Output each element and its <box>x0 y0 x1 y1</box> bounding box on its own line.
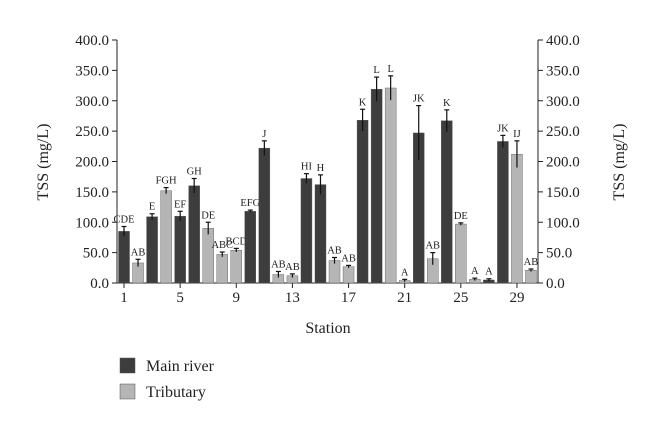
significance-label: FGH <box>156 176 177 187</box>
bar-station-10 <box>244 211 257 284</box>
significance-label: AB <box>524 257 539 268</box>
bar-station-14 <box>300 178 313 284</box>
significance-label: AB <box>285 262 300 273</box>
x-tick-label: 9 <box>233 290 241 306</box>
bar-station-20 <box>384 87 397 284</box>
bar-station-15 <box>314 184 327 284</box>
bar-station-29 <box>511 154 523 284</box>
legend: Main river Tributary <box>119 357 215 401</box>
bar-station-17 <box>342 266 355 284</box>
x-tick-label: 25 <box>453 290 468 306</box>
y-tick-label-right: 50.0 <box>546 246 572 262</box>
y-tick-label-left: 50.0 <box>83 246 109 262</box>
significance-label: E <box>149 202 155 213</box>
y-tick-label-right: 200.0 <box>546 155 580 171</box>
y-tick-label-left: 350.0 <box>75 63 109 79</box>
significance-label: AB <box>131 247 146 258</box>
bar-station-19 <box>370 89 383 284</box>
y-axis-title-left: TSS (mg/L) <box>35 124 52 201</box>
x-tick-label: 1 <box>120 290 128 306</box>
significance-label: A <box>471 266 479 277</box>
bar-station-11 <box>258 147 271 284</box>
significance-label: GH <box>187 167 203 178</box>
significance-label: AB <box>425 241 440 252</box>
significance-label: EF <box>174 199 186 210</box>
bar-station-16 <box>328 260 341 284</box>
x-tick-label: 13 <box>285 290 300 306</box>
bar-station-9 <box>230 249 242 284</box>
y-tick-label-left: 0.0 <box>90 276 109 292</box>
y-tick-label-right: 300.0 <box>546 94 580 110</box>
significance-label: AB <box>327 245 342 256</box>
y-tick-label-left: 300.0 <box>75 94 109 110</box>
significance-label: JK <box>497 123 509 134</box>
y-tick-label-left: 150.0 <box>75 185 109 201</box>
bar-station-30 <box>525 270 537 284</box>
y-tick-label-left: 400.0 <box>75 33 109 49</box>
significance-label: K <box>443 98 451 109</box>
y-tick-label-right: 100.0 <box>546 215 580 231</box>
x-axis-title: Station <box>305 320 350 337</box>
bar-station-5 <box>174 215 186 284</box>
significance-label: DE <box>454 211 468 222</box>
x-tick-label: 5 <box>176 290 184 306</box>
y-tick-label-left: 100.0 <box>75 215 109 231</box>
significance-label: JK <box>413 94 425 105</box>
significance-label: A <box>401 267 409 278</box>
significance-label: L <box>373 65 379 76</box>
bar-station-1 <box>118 231 130 284</box>
bar-station-25 <box>455 223 467 284</box>
significance-label: HI <box>301 162 313 173</box>
bar-station-8 <box>216 254 228 284</box>
legend-label: Tributary <box>146 384 206 401</box>
significance-label: EFG <box>240 198 260 209</box>
significance-label: ABC <box>211 240 233 251</box>
y-tick-label-right: 400.0 <box>546 33 580 49</box>
bar-station-6 <box>188 185 200 284</box>
bar-station-24 <box>441 120 453 284</box>
legend-swatch <box>119 357 136 374</box>
y-axis-title-right: TSS (mg/L) <box>611 124 628 201</box>
significance-label: AB <box>271 259 286 270</box>
x-tick-label: 17 <box>341 290 357 306</box>
significance-label: A <box>485 267 493 278</box>
y-tick-label-right: 350.0 <box>546 63 580 79</box>
legend-label: Main river <box>146 358 215 375</box>
x-tick-label: 21 <box>397 290 412 306</box>
significance-label: BCD <box>225 236 247 247</box>
x-tick-label: 29 <box>509 290 524 306</box>
bar-station-18 <box>356 119 369 284</box>
significance-label: K <box>359 97 367 108</box>
y-tick-label-right: 150.0 <box>546 185 580 201</box>
significance-label: L <box>387 64 393 75</box>
y-tick-label-right: 250.0 <box>546 124 580 140</box>
y-tick-label-right: 0.0 <box>546 276 565 292</box>
significance-label: H <box>317 163 325 174</box>
bar-station-4 <box>160 190 172 284</box>
legend-swatch <box>119 383 136 400</box>
significance-label: DE <box>201 210 215 221</box>
bar-station-3 <box>146 216 158 284</box>
significance-label: AB <box>341 253 356 264</box>
bar-station-7 <box>202 228 214 284</box>
y-tick-label-left: 250.0 <box>75 124 109 140</box>
bar-station-28 <box>497 141 509 284</box>
significance-label: CDE <box>114 215 135 226</box>
plot-area: 0.0 0.0 50.0 50.0 100.0 100.0 150.0 150.0 200.0 2… <box>75 33 580 306</box>
significance-label: IJ <box>513 129 521 140</box>
significance-label: J <box>262 129 266 140</box>
y-tick-label-left: 200.0 <box>75 155 109 171</box>
